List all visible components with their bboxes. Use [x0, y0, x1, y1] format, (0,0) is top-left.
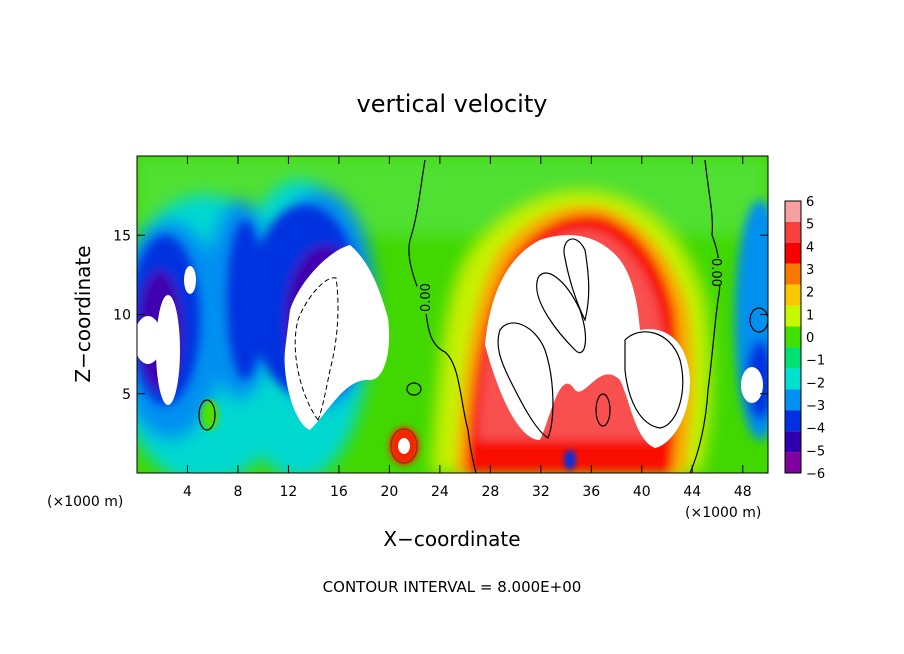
x-tick-label: 48	[734, 484, 752, 500]
colorbar-label: 0	[806, 331, 814, 346]
colorbar-label: −1	[806, 354, 825, 369]
velocity-field	[137, 156, 768, 473]
colorbar-swatch	[785, 242, 801, 264]
colorbar-label: 5	[806, 218, 814, 233]
x-axis-label: X−coordinate	[383, 527, 520, 551]
chart-title: vertical velocity	[357, 90, 548, 118]
x-axis-ticks: 4 8 12 16 20 24 28 32 36 40 44 48	[183, 156, 752, 500]
x-tick-label: 28	[481, 484, 499, 500]
colorbar-swatch	[785, 305, 801, 327]
x-tick-label: 32	[532, 484, 550, 500]
colorbar-swatch	[785, 452, 801, 473]
y-axis-label: Z−coordinate	[71, 245, 95, 382]
contour-label: 0.00	[419, 283, 434, 312]
colorbar-label: 3	[806, 263, 814, 278]
x-tick-label: 36	[582, 484, 600, 500]
x-tick-label: 20	[380, 484, 398, 500]
colorbar-frame	[784, 200, 802, 474]
x-tick-label: 4	[183, 484, 192, 500]
x-tick-label: 24	[431, 484, 449, 500]
colorbar-label: 6	[806, 195, 814, 210]
contour-interval: CONTOUR INTERVAL = 8.000E+00	[323, 578, 582, 596]
x-tick-label: 12	[280, 484, 298, 500]
contour-labels: 0.00 0.00	[417, 258, 725, 314]
colorbar-swatch	[785, 431, 801, 453]
zero-contours	[198, 159, 768, 473]
colorbar-label: −4	[806, 422, 825, 437]
y-axis-ticks: 5 10 15	[113, 228, 768, 403]
colorbar-swatch	[785, 389, 801, 411]
colorbar-label: −6	[806, 467, 825, 482]
colorbar-swatch	[785, 284, 801, 306]
colorbar-swatch	[785, 347, 801, 369]
x-tick-label: 44	[683, 484, 701, 500]
colorbar-swatch	[785, 410, 801, 432]
x-tick-label: 40	[633, 484, 651, 500]
y-tick-label: 15	[113, 228, 131, 244]
x-unit-left: (×1000 m)	[47, 494, 123, 510]
x-tick-label: 8	[233, 484, 242, 500]
colorbar-swatch	[785, 368, 801, 390]
colorbar-label: 1	[806, 308, 814, 323]
colorbar-swatch	[785, 263, 801, 285]
y-tick-label: 5	[122, 387, 131, 403]
colorbar-label: −3	[806, 399, 825, 414]
y-tick-label: 10	[113, 308, 131, 324]
colorbar-label: −2	[806, 376, 825, 391]
colorbar: 6 5 4 3 2 1 0 −1 −2 −3 −4 −5 −6	[784, 195, 825, 482]
colorbar-label: 2	[806, 286, 814, 301]
colorbar-swatch	[785, 326, 801, 348]
x-unit-right: (×1000 m)	[685, 505, 761, 521]
colorbar-swatch	[785, 201, 801, 222]
colorbar-swatch	[785, 221, 801, 243]
colorbar-label: 4	[806, 240, 814, 255]
colorbar-label: −5	[806, 444, 825, 459]
x-tick-label: 16	[330, 484, 348, 500]
contour-label: 0.00	[708, 258, 723, 287]
